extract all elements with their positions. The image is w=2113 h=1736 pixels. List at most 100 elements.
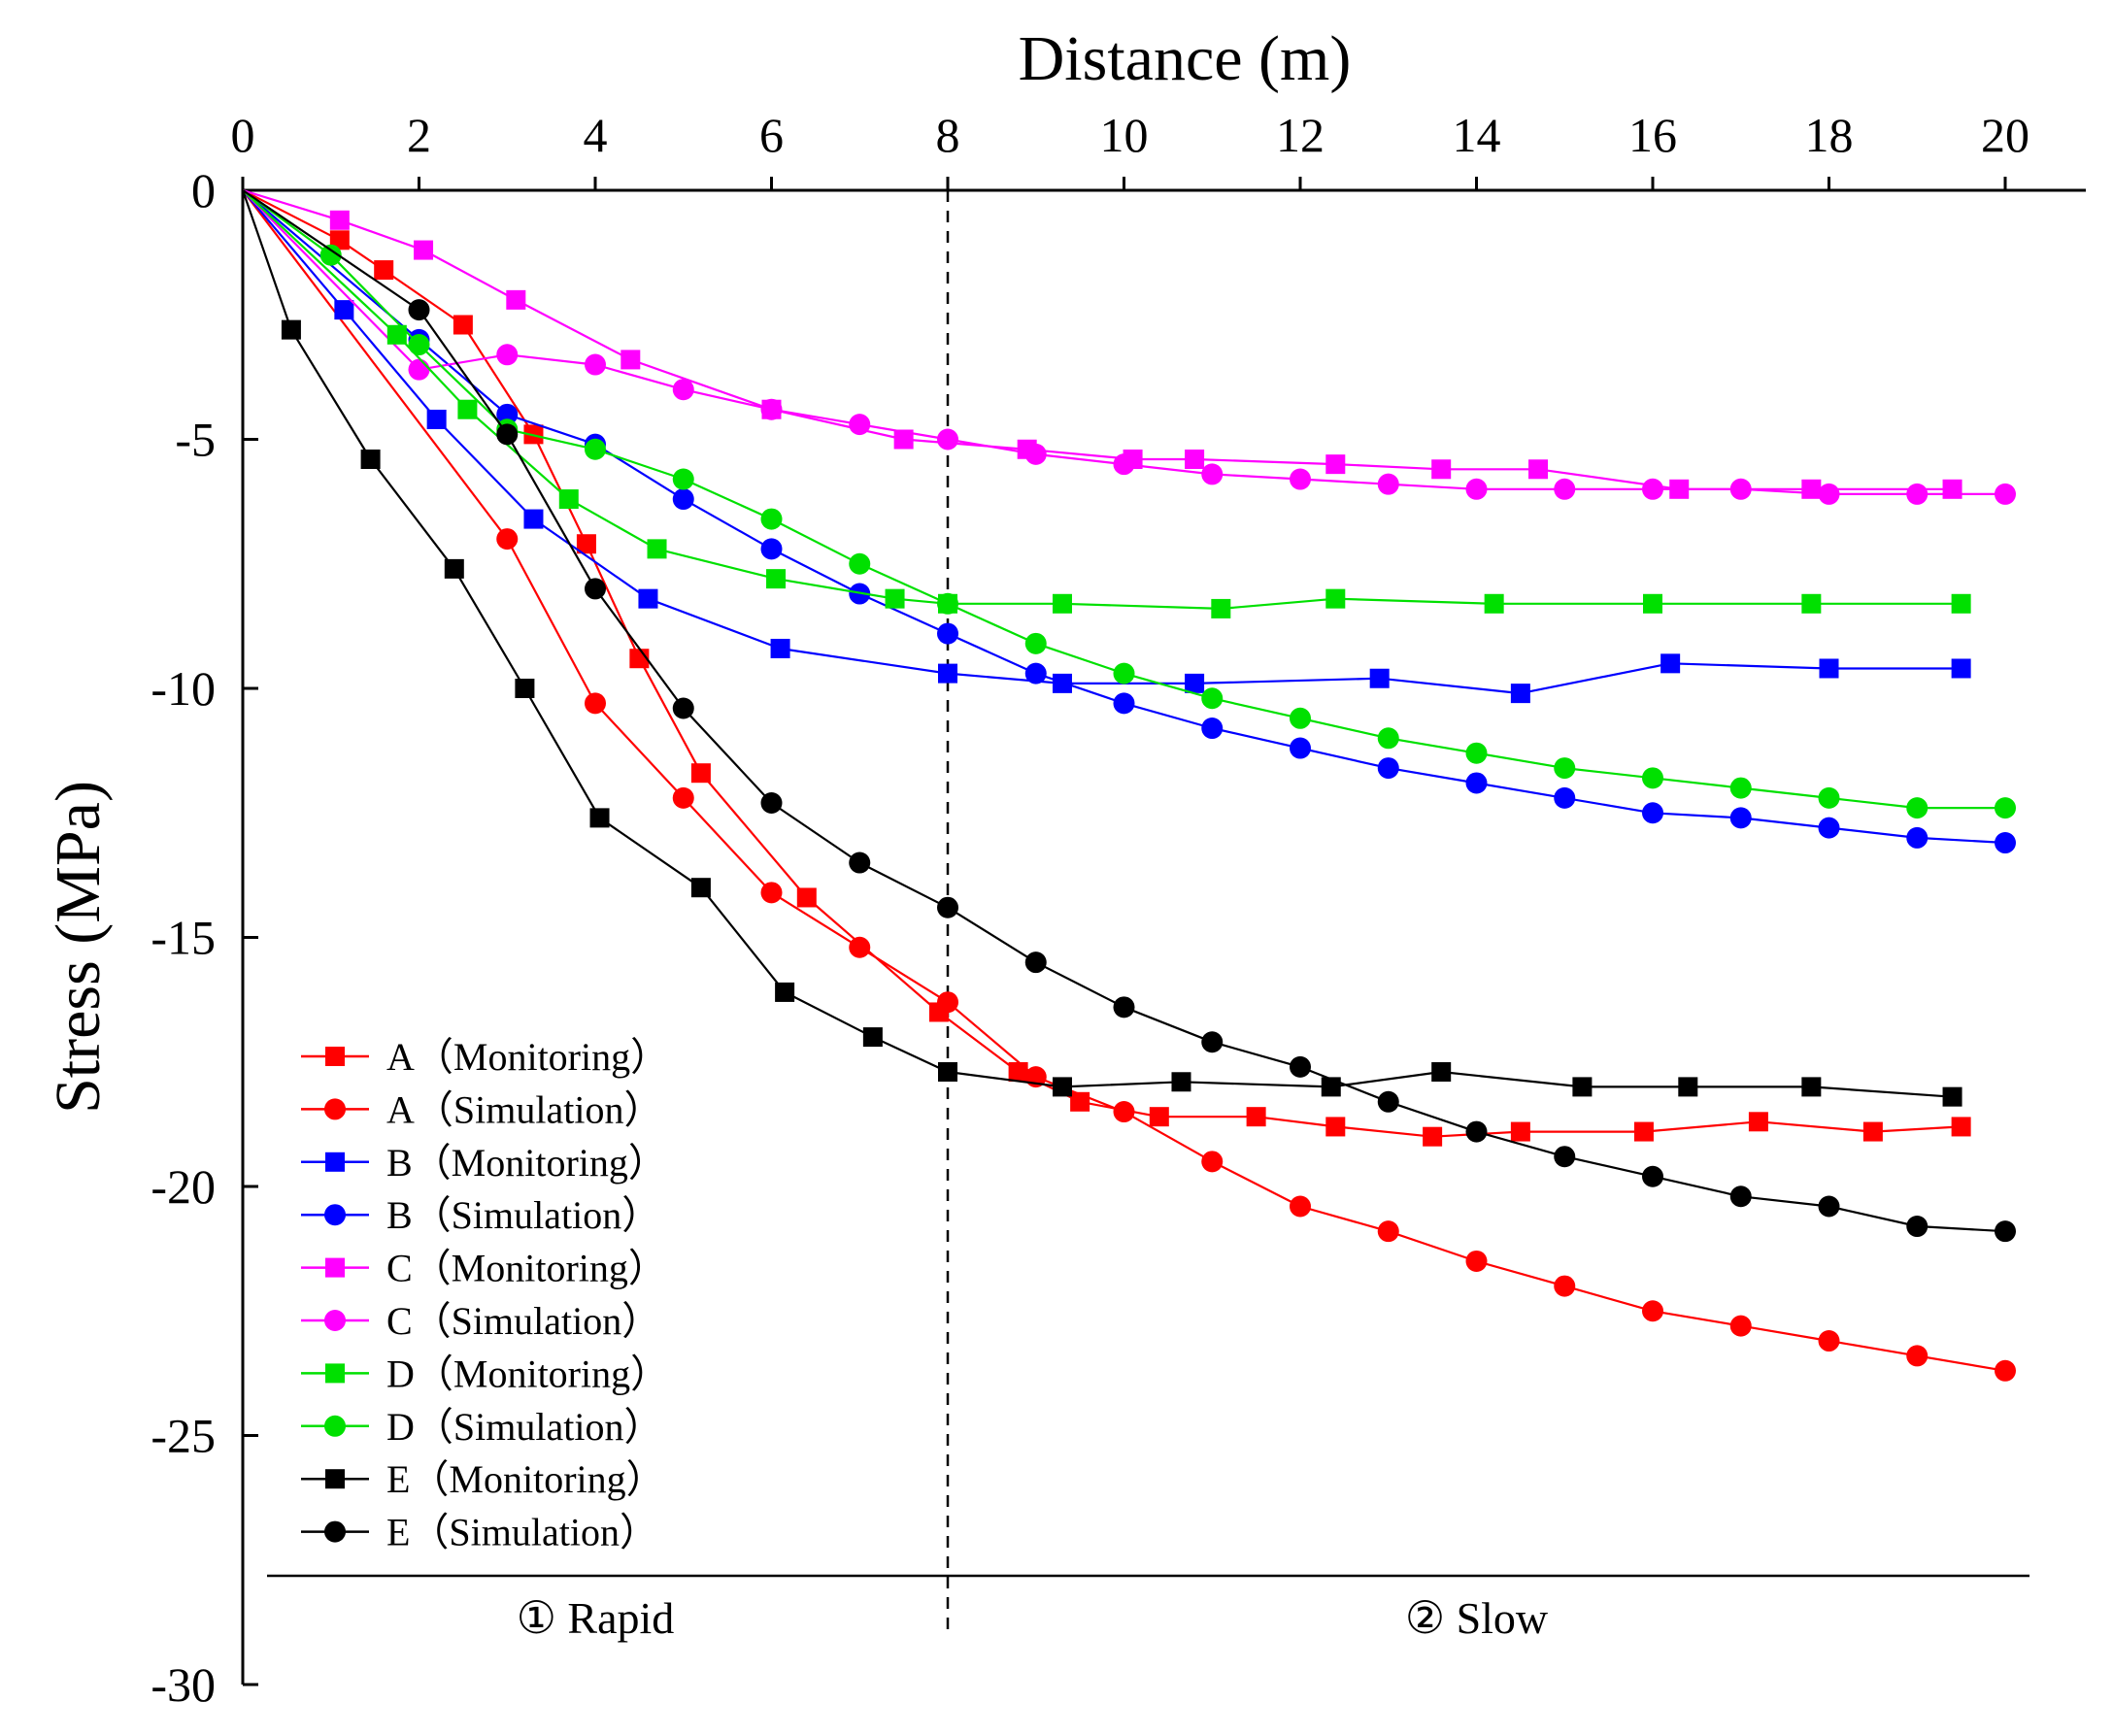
series-b-monitoring [242, 189, 1971, 704]
series-c-simulation-point [937, 428, 958, 451]
y-axis-title: Stress (MPa) [43, 781, 114, 1114]
series-e-simulation-point [1906, 1216, 1929, 1238]
series-d-simulation-point [1729, 777, 1752, 799]
series-e-simulation-point [937, 896, 958, 918]
series-d-simulation-point [1377, 727, 1399, 750]
series-d-monitoring-point [1211, 598, 1231, 618]
series-b-simulation-point [760, 538, 783, 560]
series-c-simulation-point [1554, 478, 1576, 500]
series-e-monitoring-point [1942, 1086, 1962, 1107]
series-a-simulation-point [1290, 1195, 1311, 1218]
series-b-monitoring-line [242, 189, 1962, 695]
series-d-simulation-point [1554, 757, 1576, 780]
series-d-simulation-point [1642, 767, 1663, 789]
y-tick-label: -30 [151, 1657, 216, 1712]
series-e-monitoring-point [775, 982, 795, 1002]
series-d-simulation-point [1113, 662, 1135, 684]
series-a-simulation-point [1465, 1250, 1488, 1272]
series-b-monitoring-point [938, 663, 957, 684]
series-a-monitoring-point [1510, 1121, 1530, 1142]
x-tick-label: 14 [1453, 108, 1501, 162]
series-c-simulation-point [1906, 483, 1929, 505]
series-c-simulation-point [1465, 478, 1488, 500]
series-d-simulation-point [1201, 687, 1224, 710]
series-b-simulation-line [242, 189, 2006, 845]
series-a-monitoring-point [1862, 1121, 1883, 1142]
region-label-1: ① Rapid [517, 1593, 675, 1643]
series-a-simulation-point [1995, 1359, 2016, 1382]
series-b-monitoring-point [638, 588, 658, 609]
series-a-simulation [242, 189, 2016, 1382]
series-e-simulation-point [496, 423, 519, 446]
series-c-monitoring [242, 188, 1962, 499]
series-c-simulation-point [1818, 483, 1840, 505]
series-a-simulation-point [937, 991, 958, 1014]
series-c-monitoring-point [1431, 459, 1452, 480]
y-tick-label: -5 [175, 413, 216, 467]
series-c-simulation-point [496, 344, 519, 366]
series-b-simulation-point [1024, 662, 1047, 684]
legend-item-e-monitoring-marker [325, 1469, 345, 1489]
series-a-monitoring-point [1951, 1117, 1971, 1137]
series-b-monitoring-point [770, 638, 790, 658]
series-c-simulation-point [585, 353, 606, 376]
series-d-monitoring-point [766, 569, 787, 589]
series-a-monitoring-point [796, 887, 817, 908]
series-c-simulation-point [1201, 463, 1224, 485]
x-tick-label: 8 [936, 108, 960, 162]
series-e-monitoring-point [515, 679, 535, 698]
series-a-simulation-point [1642, 1300, 1663, 1322]
series-c-monitoring-line [242, 188, 1953, 490]
series-e-simulation-point [1995, 1220, 2016, 1243]
series-a-monitoring-point [374, 260, 394, 281]
series-c-monitoring-point [506, 289, 526, 310]
series-c-simulation-point [408, 358, 430, 381]
region-label-2: ② Slow [1405, 1593, 1549, 1643]
series-c-simulation-point [1113, 453, 1135, 476]
x-axis-title: Distance (m) [1019, 23, 1352, 94]
series-e-monitoring-point [1678, 1077, 1698, 1097]
legend-item-b-monitoring-marker [325, 1152, 345, 1172]
series-a-simulation-point [1906, 1345, 1929, 1367]
legend-item-d-monitoring-marker [325, 1363, 345, 1384]
series-b-simulation-point [1554, 786, 1576, 809]
series-c-simulation-line [242, 189, 2005, 495]
series-d-monitoring-point [1643, 593, 1662, 614]
series-b-simulation-point [1377, 757, 1399, 780]
series-e-simulation [242, 189, 2016, 1243]
series-b-monitoring-point [1185, 673, 1205, 693]
series-c-monitoring-point [620, 350, 641, 370]
y-tick-label: -10 [151, 661, 216, 716]
legend-item-b-monitoring-label: B（Monitoring） [386, 1141, 667, 1185]
x-tick-label: 20 [1981, 108, 2029, 162]
series-e-monitoring-point [938, 1062, 957, 1083]
series-d-simulation-point [1906, 797, 1929, 819]
series-a-monitoring-point [1423, 1126, 1443, 1147]
series-e-monitoring [241, 189, 1962, 1107]
data-series [241, 188, 2016, 1382]
series-b-monitoring-point [334, 300, 354, 320]
series-e-simulation-point [1642, 1165, 1663, 1187]
series-b-monitoring-point [1951, 658, 1971, 679]
series-e-simulation-point [849, 851, 871, 874]
series-d-simulation-point [937, 592, 958, 615]
series-a-simulation-point [760, 882, 783, 904]
series-c-simulation-point [1377, 473, 1399, 495]
series-e-simulation-point [585, 578, 606, 600]
series-d-simulation-point [1818, 786, 1840, 809]
x-tick-label: 4 [584, 108, 608, 162]
legend-item-a-simulation-label: A（Simulation） [386, 1087, 662, 1131]
series-e-monitoring-point [281, 319, 301, 340]
series-d-monitoring-point [1052, 593, 1072, 614]
series-c-simulation-point [1290, 468, 1311, 490]
series-d-simulation-point [760, 508, 783, 530]
legend-item-a-simulation: A（Simulation） [301, 1087, 662, 1131]
series-e-monitoring-point [589, 808, 610, 828]
legend-item-e-simulation-marker [324, 1520, 346, 1543]
series-e-simulation-point [760, 791, 783, 814]
series-d-simulation-point [585, 438, 606, 460]
x-tick-label: 2 [407, 108, 431, 162]
series-c-simulation-point [849, 414, 871, 436]
series-c-simulation-point [672, 379, 694, 401]
series-b-monitoring-point [1510, 684, 1530, 704]
